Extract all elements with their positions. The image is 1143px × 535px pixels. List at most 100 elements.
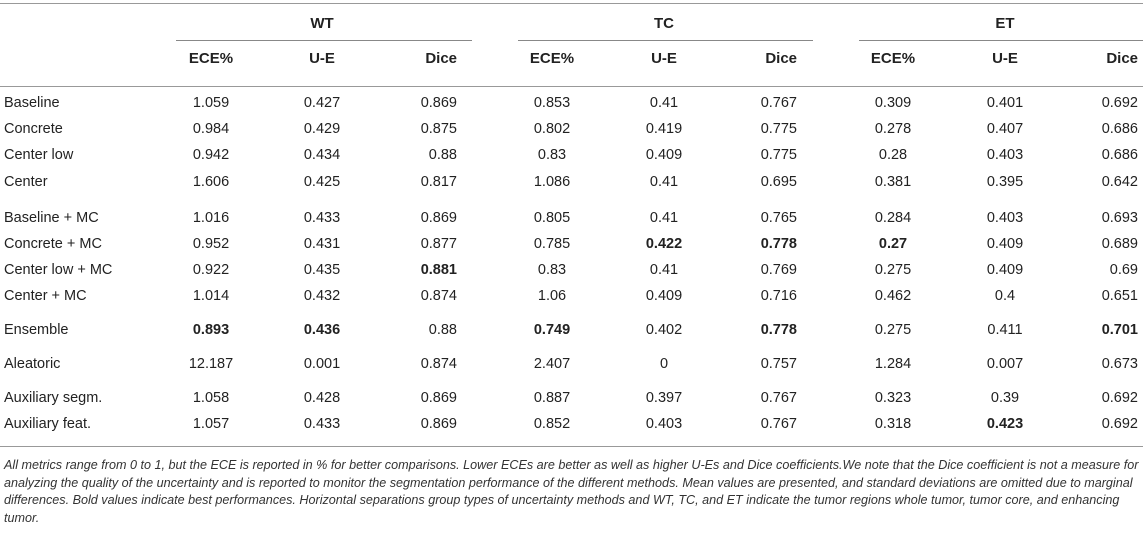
table-cell: 0.893: [192, 322, 230, 338]
table-cell: 0.817: [420, 174, 457, 190]
table-cell: 1.058: [192, 390, 230, 406]
column-header: Dice: [425, 50, 457, 67]
table-cell: 0.83: [537, 262, 567, 278]
table-cell: 0.869: [420, 390, 457, 406]
column-header: Dice: [1106, 50, 1138, 67]
row-label: Auxiliary feat.: [4, 416, 92, 432]
table-cell: 1.059: [192, 95, 230, 111]
bottom-rule: [0, 446, 1143, 447]
table-cell: 0.701: [1101, 322, 1138, 338]
table-cell: 1.06: [537, 288, 567, 304]
column-header: Dice: [765, 50, 797, 67]
row-label: Baseline + MC: [4, 210, 99, 226]
table-cell: 0.28: [878, 147, 908, 163]
table-cell: 0.869: [420, 416, 457, 432]
table-cell: 0.425: [303, 174, 341, 190]
table-cell: 0.765: [760, 210, 797, 226]
group-header-tc: TC: [654, 15, 674, 32]
header-rule: [0, 86, 1143, 87]
group-header-wt: WT: [310, 15, 334, 32]
table-cell: 1.057: [192, 416, 230, 432]
table-cell: 0.874: [420, 288, 457, 304]
top-rule: [0, 3, 1143, 4]
table-cell: 0.922: [192, 262, 230, 278]
table-cell: 1.014: [192, 288, 230, 304]
table-cell: 0.432: [303, 288, 341, 304]
table-cell: 1.284: [874, 356, 912, 372]
table-cell: 0.887: [533, 390, 571, 406]
table-cell: 0.409: [645, 288, 683, 304]
table-cell: 0.309: [874, 95, 912, 111]
row-label: Center low + MC: [4, 262, 113, 278]
table-cell: 0.419: [645, 121, 683, 137]
table-cell: 0.695: [760, 174, 797, 190]
table-cell: 0.41: [649, 210, 679, 226]
table-cell: 0.284: [874, 210, 912, 226]
table-cell: 0.007: [986, 356, 1024, 372]
table-cell: 0.869: [420, 210, 457, 226]
table-cell: 0.869: [420, 95, 457, 111]
row-label: Center: [4, 174, 48, 190]
table-cell: 0.716: [760, 288, 797, 304]
column-header: U-E: [992, 50, 1018, 67]
table-cell: 0.942: [192, 147, 230, 163]
table-cell: 0.431: [303, 236, 341, 252]
table-cell: 0.462: [874, 288, 912, 304]
column-header: ECE%: [188, 50, 234, 67]
table-cell: 0.402: [645, 322, 683, 338]
table-cell: 0.749: [533, 322, 571, 338]
table-cell: 0.88: [428, 147, 457, 163]
table-cell: 0.874: [420, 356, 457, 372]
table-cell: 0.4: [994, 288, 1016, 304]
column-header: U-E: [309, 50, 335, 67]
table-cell: 0.323: [874, 390, 912, 406]
table-cell: 0.767: [760, 95, 797, 111]
table-cell: 0.403: [986, 147, 1024, 163]
row-label: Ensemble: [4, 322, 69, 338]
table-cell: 0.805: [533, 210, 571, 226]
table-cell: 0.775: [760, 147, 797, 163]
table-cell: 0.278: [874, 121, 912, 137]
table-cell: 1.016: [192, 210, 230, 226]
table-cell: 0.395: [986, 174, 1024, 190]
table-cell: 0.403: [986, 210, 1024, 226]
row-label: Center low: [4, 147, 74, 163]
table-cell: 0.41: [649, 262, 679, 278]
table-cell: 0.852: [533, 416, 571, 432]
table-cell: 2.407: [533, 356, 571, 372]
table-cell: 0.433: [303, 416, 341, 432]
table-cell: 1.086: [533, 174, 571, 190]
column-header: U-E: [651, 50, 677, 67]
table-cell: 0.429: [303, 121, 341, 137]
table-cell: 0.767: [760, 390, 797, 406]
table-cell: 0.785: [533, 236, 571, 252]
table-cell: 1.606: [192, 174, 230, 190]
table-cell: 0.409: [645, 147, 683, 163]
table-cell: 0.27: [878, 236, 908, 252]
table-cell: 0.757: [760, 356, 797, 372]
table-cell: 0.275: [874, 262, 912, 278]
table-cell: 0.881: [420, 262, 457, 278]
table-cell: 0.69: [1109, 262, 1138, 278]
row-label: Auxiliary segm.: [4, 390, 103, 406]
row-label: Baseline: [4, 95, 60, 111]
table-cell: 0.686: [1101, 121, 1138, 137]
table-cell: 0.693: [1101, 210, 1138, 226]
table-cell: 0.642: [1101, 174, 1138, 190]
table-cell: 0.41: [649, 174, 679, 190]
group-underline: [859, 40, 1143, 41]
table-cell: 0.422: [645, 236, 683, 252]
table-cell: 0.778: [760, 236, 797, 252]
table-cell: 0.435: [303, 262, 341, 278]
table-cell: 0.952: [192, 236, 230, 252]
group-underline: [518, 40, 813, 41]
table-cell: 0.689: [1101, 236, 1138, 252]
table-cell: 0.275: [874, 322, 912, 338]
table-cell: 0.692: [1101, 95, 1138, 111]
table-cell: 0.434: [303, 147, 341, 163]
row-label: Center + MC: [4, 288, 87, 304]
table-cell: 0.88: [428, 322, 457, 338]
table-cell: 0.381: [874, 174, 912, 190]
group-header-et: ET: [995, 15, 1015, 32]
